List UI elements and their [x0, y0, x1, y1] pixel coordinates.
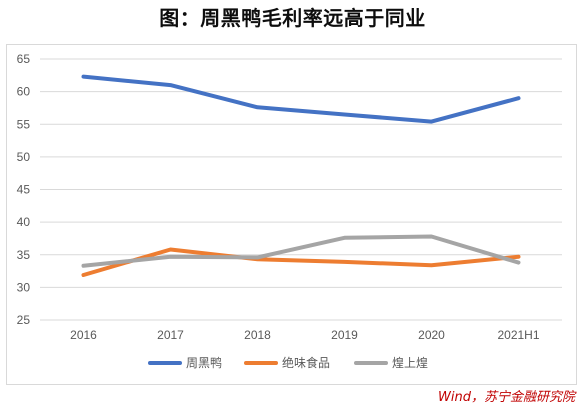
y-tick-label: 35: [17, 248, 31, 262]
y-tick-label: 55: [17, 117, 31, 131]
gridlines: [40, 59, 562, 320]
y-tick-label: 25: [17, 313, 31, 327]
x-tick-label: 2018: [244, 328, 271, 342]
x-tick-label: 2017: [157, 328, 184, 342]
y-tick-label: 40: [17, 215, 31, 229]
y-axis-ticks: 25 30 35 40 45 50 55 60 65: [17, 52, 31, 327]
x-tick-label: 2019: [331, 328, 358, 342]
x-tick-label: 2020: [418, 328, 445, 342]
series-line-0: [84, 77, 519, 122]
legend-label: 煌上煌: [392, 356, 428, 370]
x-tick-label: 2016: [70, 328, 97, 342]
legend: 周黑鸭 绝味食品 煌上煌: [150, 355, 428, 370]
y-tick-label: 60: [17, 85, 31, 99]
y-tick-label: 65: [17, 52, 31, 66]
y-tick-label: 30: [17, 280, 31, 294]
y-tick-label: 45: [17, 183, 31, 197]
y-tick-label: 50: [17, 150, 31, 164]
legend-label: 周黑鸭: [186, 356, 222, 370]
source-note: Wind，苏宁金融研究院: [438, 386, 575, 405]
x-tick-label: 2021H1: [497, 328, 539, 342]
series-lines: [83, 77, 518, 275]
x-axis-ticks: 2016 2017 2018 2019 2020 2021H1: [70, 328, 540, 342]
series-line-1: [84, 250, 519, 276]
legend-label: 绝味食品: [282, 355, 330, 370]
